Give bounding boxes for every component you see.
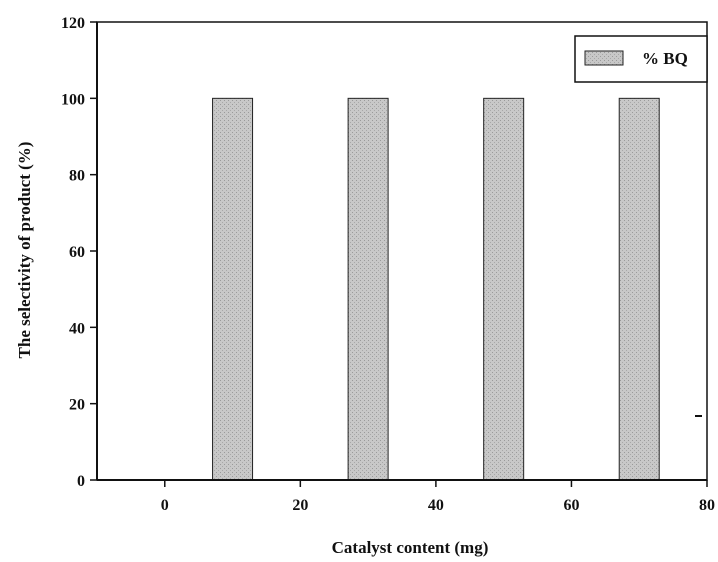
y-tick-label: 120 (61, 15, 85, 32)
legend-swatch (584, 50, 624, 66)
bar-30 (347, 97, 389, 481)
x-tick-label: 20 (292, 497, 308, 514)
ticks: 0 20 40 60 80 100 120 0 20 40 60 80 (61, 15, 715, 514)
x-tick-label: 80 (699, 497, 715, 514)
x-tick-label: 60 (563, 497, 579, 514)
y-axis-title: The selectivity of product (%) (15, 142, 34, 359)
bar-70 (618, 97, 660, 481)
y-tick-label: 80 (69, 168, 85, 185)
x-tick-label: 40 (428, 497, 444, 514)
y-tick-label: 20 (69, 397, 85, 414)
y-tick-label: 60 (69, 244, 85, 261)
plot-frame (96, 21, 708, 481)
y-tick-label: 40 (69, 320, 85, 337)
legend-label: % BQ (642, 49, 688, 68)
x-tick-label: 0 (161, 497, 169, 514)
y-tick-label: 0 (77, 473, 85, 490)
stray-mark (695, 415, 702, 417)
legend: % BQ (574, 35, 708, 83)
bars (212, 97, 660, 481)
bar-50 (483, 97, 525, 481)
plot-area (96, 21, 708, 481)
bar-10 (212, 97, 254, 481)
y-tick-label: 100 (61, 91, 85, 108)
x-axis-title: Catalyst content (mg) (332, 538, 489, 557)
